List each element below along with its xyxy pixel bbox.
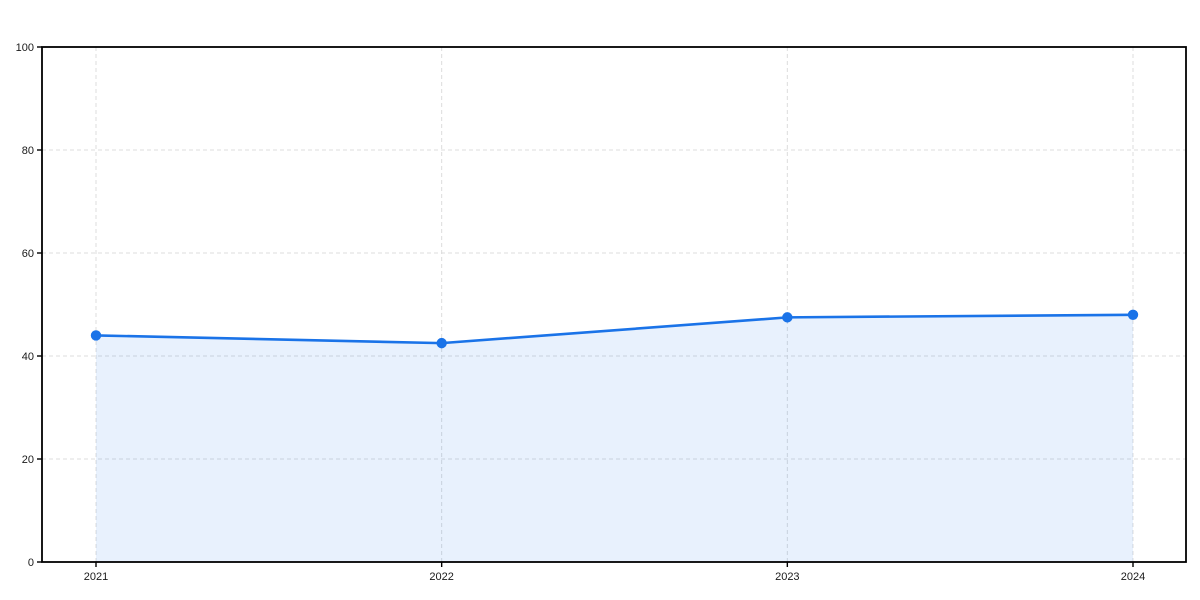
x-tick-label: 2021 [84, 571, 108, 583]
y-tick-label: 100 [16, 42, 34, 54]
y-tick-label: 80 [22, 145, 34, 157]
data-point-marker [1127, 309, 1139, 320]
data-line [94, 313, 1135, 345]
y-tick-label: 0 [28, 557, 34, 569]
y-tick-label: 60 [22, 248, 34, 260]
y-tick-label: 20 [22, 454, 34, 466]
data-point-marker [782, 312, 793, 323]
x-tick-label: 2023 [775, 571, 799, 583]
y-tick-label: 40 [22, 351, 34, 363]
data-point-marker [90, 330, 102, 341]
area-fill [96, 314, 1133, 562]
x-tick-label: 2022 [429, 571, 453, 583]
axes-box [41, 46, 1187, 563]
x-tick-label: 2024 [1121, 571, 1145, 583]
data-point-marker [436, 337, 447, 349]
